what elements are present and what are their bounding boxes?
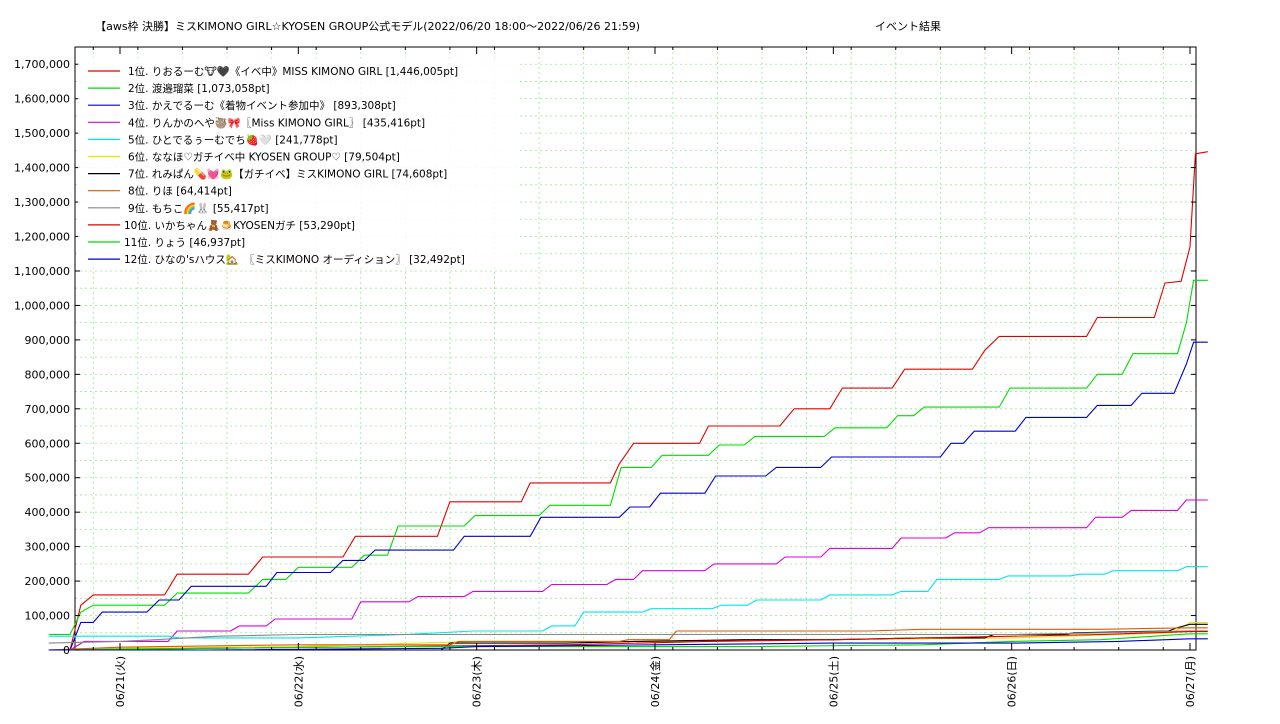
x-tick-label: 06/23(木) [471, 656, 484, 707]
x-tick-label: 06/27(月) [1184, 656, 1197, 707]
y-tick-label: 500,000 [25, 472, 71, 485]
legend-entry: 1位. りおるーむ🐮🖤《イベ中》MISS KIMONO GIRL [1,446,… [128, 65, 458, 78]
x-tick-label: 06/25(土) [827, 656, 840, 707]
y-tick-label: 1,000,000 [14, 299, 70, 312]
legend-entry: 8位. りほ [64,414pt] [128, 185, 232, 198]
legend-background [78, 58, 518, 268]
series-line-3 [48, 341, 1208, 651]
series-line-12 [48, 638, 1208, 651]
legend-entry: 6位. ななほ♡ガチイベ中 KYOSEN GROUP♡ [79,504pt] [128, 151, 400, 164]
legend-entry: 5位. ひとでるぅーむでち🍓🤍 [241,778pt] [128, 133, 338, 146]
y-tick-label: 1,600,000 [14, 93, 70, 106]
y-tick-label: 1,100,000 [14, 265, 70, 278]
series-line-8 [48, 627, 1208, 651]
legend-entry: 2位. 渡邉瑠菜 [1,073,058pt] [128, 82, 270, 95]
legend-entry: 4位. りんかのへや🦥🎀〖Miss KIMONO GIRL〗 [435,416p… [128, 116, 425, 129]
series-line-2 [48, 279, 1208, 636]
legend: 1位. りおるーむ🐮🖤《イベ中》MISS KIMONO GIRL [1,446,… [78, 58, 518, 268]
legend-entry: 7位. れみぱん💊💓🐸【ガチイベ】ミスKIMONO GIRL [74,608pt… [128, 168, 447, 181]
series-line-7 [48, 623, 1208, 651]
chart-subtitle: イベント結果 [875, 19, 941, 33]
y-tick-label: 400,000 [25, 506, 71, 519]
y-tick-label: 700,000 [25, 403, 71, 416]
y-tick-label: 200,000 [25, 575, 71, 588]
y-tick-label: 1,200,000 [14, 231, 70, 244]
y-tick-label: 300,000 [25, 541, 71, 554]
x-tick-label: 06/24(金) [648, 656, 662, 707]
legend-entry: 11位. りょう [46,937pt] [124, 236, 245, 249]
y-tick-label: 1,300,000 [14, 196, 70, 209]
y-tick-label: 100,000 [25, 610, 71, 623]
y-tick-label: 600,000 [25, 437, 71, 450]
series-lines [48, 151, 1208, 651]
plot-frame [74, 46, 1197, 651]
y-tick-label: 1,700,000 [14, 58, 70, 71]
y-tick-label: 900,000 [25, 334, 71, 347]
y-tick-label: 0 [63, 644, 70, 657]
series-line-1 [48, 151, 1208, 651]
legend-entry: 3位. かえでるーむ《着物イベント参加中》 [893,308pt] [128, 99, 396, 112]
legend-entry: 12位. ひなの'sハウス🏡 〖ミスKIMONO オーディション〗 [32,49… [124, 253, 465, 266]
y-tick-label: 1,400,000 [14, 162, 70, 175]
y-tick-label: 800,000 [25, 368, 71, 381]
y-axis-ticks: 0 100,000 200,000 300,000 400,000 500,000 600,… [14, 58, 1196, 657]
x-axis-ticks: 06/21(火) 06/22(水) 06/23(木) 06/24(金) 06/25(土)… [92, 47, 1197, 707]
series-line-4 [48, 499, 1208, 651]
x-tick-label: 06/22(水) [292, 656, 305, 707]
x-tick-label: 06/21(火) [114, 656, 127, 707]
series-line-5 [48, 566, 1208, 639]
legend-entry: 9位. もちこ🌈🐰 [55,417pt] [128, 202, 269, 215]
legend-entry: 10位. いかちゃん🧸🍮KYOSENガチ [53,290pt] [124, 219, 355, 232]
chart-title: 【aws枠 決勝】ミスKIMONO GIRL☆KYOSEN GROUP公式モデル… [95, 19, 640, 33]
series-line-9 [48, 630, 1208, 644]
x-tick-label: 06/26(日) [1006, 656, 1019, 707]
y-tick-label: 1,500,000 [14, 127, 70, 140]
